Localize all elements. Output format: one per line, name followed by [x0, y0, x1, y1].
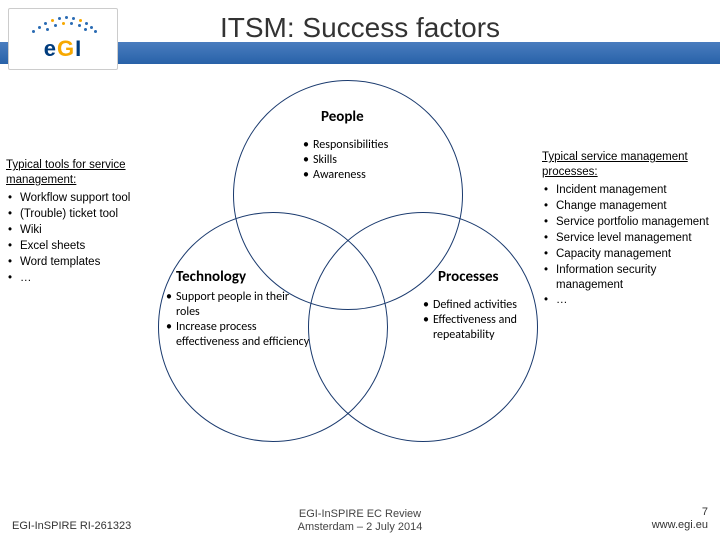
bullet-item: Skills [303, 153, 388, 168]
footer-right: 7 www.egi.eu [652, 506, 708, 532]
list-item: Service portfolio management [542, 215, 714, 230]
right-heading: Typical service management processes: [542, 150, 714, 180]
venn-diagram: People Technology Processes Responsibili… [158, 80, 538, 460]
logo-i: I [75, 36, 82, 61]
left-list: Workflow support tool (Trouble) ticket t… [6, 191, 156, 286]
list-item: Workflow support tool [6, 191, 156, 206]
footer-center-1: EGI-InSPIRE EC Review [299, 508, 421, 520]
logo-text: eGI [44, 36, 83, 62]
list-item: Word templates [6, 255, 156, 270]
bullet-item: Defined activities [423, 298, 553, 313]
list-item: Capacity management [542, 247, 714, 262]
list-item: Incident management [542, 183, 714, 198]
footer-center: EGI-InSPIRE EC Review Amsterdam – 2 July… [0, 508, 720, 534]
footer-center-2: Amsterdam – 2 July 2014 [298, 521, 423, 533]
bullet-item: Support people in their roles [166, 290, 314, 320]
venn-label-processes: Processes [438, 268, 499, 286]
footer-url: www.egi.eu [652, 519, 708, 531]
left-column: Typical tools for service management: Wo… [6, 158, 156, 287]
bullet-item: Effectiveness and repeatability [423, 313, 553, 343]
list-item: … [542, 293, 714, 308]
logo-dots [28, 16, 98, 34]
venn-bullets-processes: Defined activities Effectiveness and rep… [423, 298, 553, 343]
list-item: … [6, 271, 156, 286]
list-item: (Trouble) ticket tool [6, 207, 156, 222]
bullet-item: Awareness [303, 168, 388, 183]
bullet-item: Responsibilities [303, 138, 388, 153]
right-list: Incident management Change management Se… [542, 183, 714, 309]
venn-bullets-people: Responsibilities Skills Awareness [303, 138, 388, 183]
logo-g: G [57, 36, 75, 61]
page-number: 7 [702, 506, 708, 518]
list-item: Information security management [542, 263, 714, 293]
logo-e: e [44, 36, 57, 61]
list-item: Change management [542, 199, 714, 214]
list-item: Service level management [542, 231, 714, 246]
venn-label-technology: Technology [176, 268, 246, 286]
list-item: Wiki [6, 223, 156, 238]
left-heading: Typical tools for service management: [6, 158, 156, 188]
list-item: Excel sheets [6, 239, 156, 254]
venn-bullets-technology: Support people in their roles Increase p… [166, 290, 314, 350]
logo: eGI [8, 8, 118, 70]
bullet-item: Increase process effectiveness and effic… [166, 320, 314, 350]
right-column: Typical service management processes: In… [542, 150, 714, 309]
venn-label-people: People [321, 108, 364, 126]
